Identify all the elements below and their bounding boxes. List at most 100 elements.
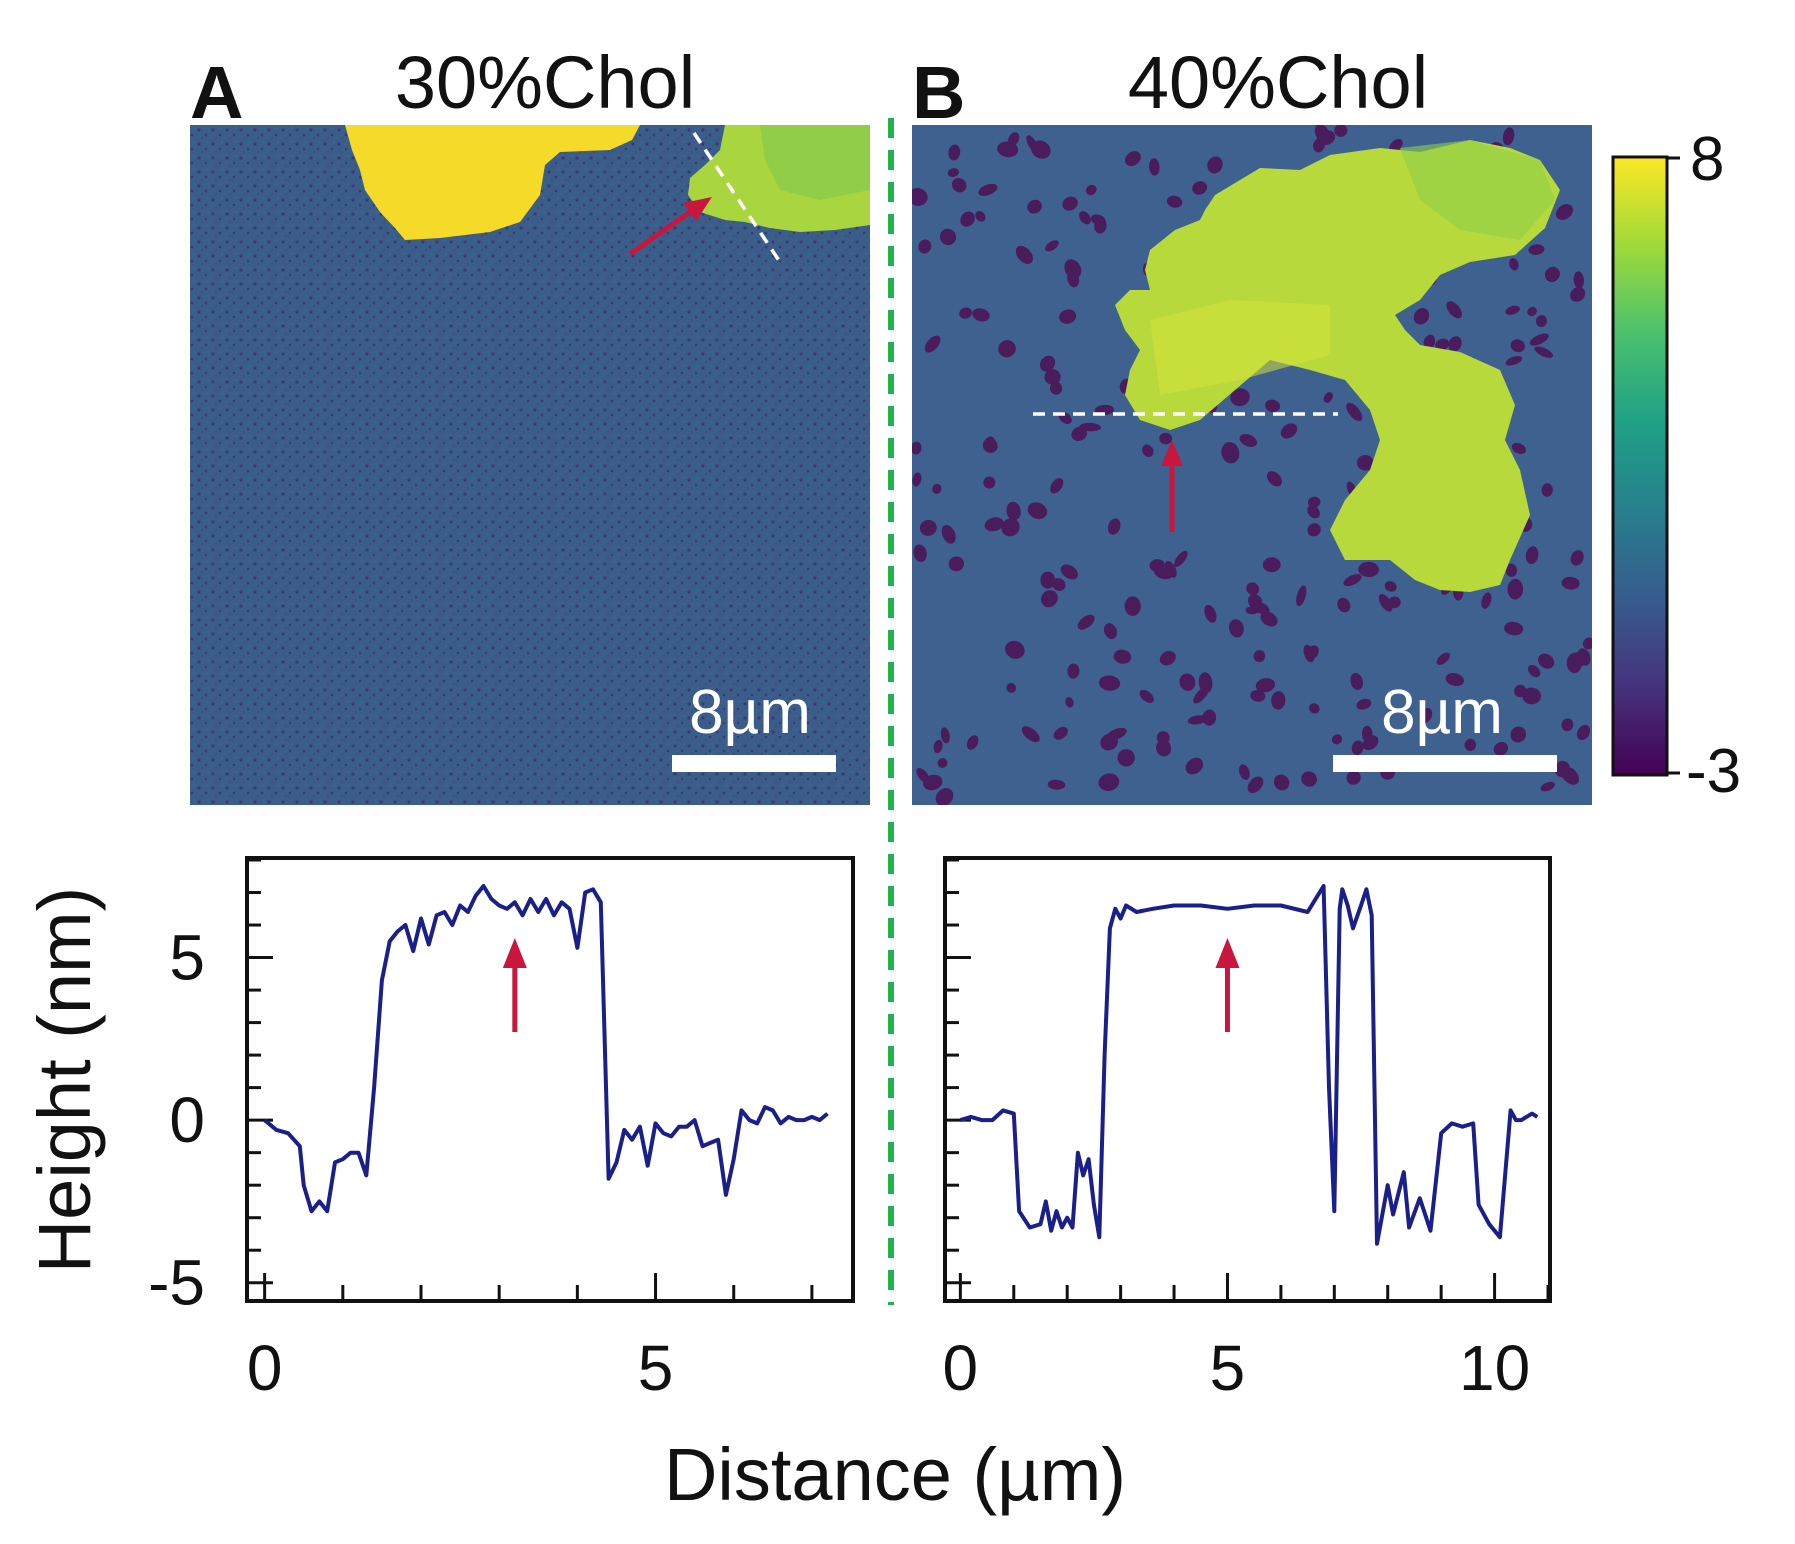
afm-b-pit [1067, 663, 1080, 679]
afm-b-pit [1307, 645, 1319, 659]
afm-b-pit [1356, 698, 1372, 710]
afm-b-pit [1079, 422, 1101, 432]
plot-b-frame [943, 856, 1552, 1303]
plot-a-ytick-label: 0 [169, 1084, 205, 1156]
afm-b-pit [1502, 127, 1515, 146]
afm-b-pit [1296, 585, 1307, 607]
afm-b-pit [1228, 619, 1244, 638]
plot-b-yticks [945, 858, 971, 1285]
afm-b-pit [1301, 771, 1317, 787]
afm-b-pit [1529, 333, 1549, 346]
afm-b-pit [959, 307, 972, 319]
afm-b-pit [937, 758, 948, 768]
afm-b-pit [948, 556, 964, 572]
afm-b-pit [1156, 739, 1172, 757]
afm-b-pit [1062, 196, 1078, 211]
afm-b-pit [1045, 240, 1059, 252]
afm-b-pit [1346, 402, 1363, 422]
afm-a-scale-label: 8µm [689, 678, 811, 747]
afm-b-pit [1509, 258, 1519, 271]
afm-b-pit [1030, 140, 1051, 159]
afm-b-arrow-head [1161, 440, 1183, 466]
afm-b-pit [997, 141, 1019, 158]
afm-b-pit [1040, 571, 1056, 589]
afm-b-pit [1419, 707, 1433, 723]
afm-b-pit [1346, 770, 1361, 785]
afm-b-pit [1505, 305, 1520, 315]
afm-b-pit [1314, 125, 1331, 144]
afm-b-pit [1067, 270, 1080, 288]
afm-b-pit [1570, 550, 1584, 566]
plot-a-yticks: -5 0 5 [148, 858, 273, 1319]
afm-b-pit [1005, 640, 1025, 659]
afm-b-pit [1077, 614, 1095, 630]
afm-b-pit [1514, 684, 1527, 698]
afm-b-scale-label: 8µm [1381, 678, 1503, 747]
afm-b-pit [1555, 204, 1574, 220]
afm-b-pit [1255, 678, 1276, 693]
afm-b-pit [1253, 650, 1266, 663]
afm-b-pit [1040, 590, 1058, 608]
afm-a-yellow-domain [345, 125, 640, 240]
afm-b-pit [1098, 675, 1121, 691]
afm-b-pit [1100, 733, 1118, 751]
afm-b-pit [924, 335, 941, 353]
afm-b-pit [940, 727, 950, 744]
afm-b-pit [1044, 369, 1061, 385]
afm-b-pit [912, 472, 922, 487]
afm-b-pit [1534, 346, 1554, 358]
afm-b-pit [1187, 715, 1208, 725]
afm-b-pit [1027, 502, 1048, 520]
afm-image-b: 8µm [912, 125, 1592, 805]
afm-b-pit [1343, 574, 1362, 587]
afm-b-pit [1221, 442, 1240, 464]
afm-b-pit [935, 788, 954, 805]
afm-a-speckle [190, 125, 870, 805]
afm-b-pit [984, 517, 1004, 532]
afm-b-pit [1528, 244, 1545, 255]
afm-b-pit [912, 441, 922, 455]
afm-b-pit [1124, 151, 1141, 167]
afm-b-pit [1436, 652, 1450, 665]
afm-b-pit [984, 436, 996, 451]
afm-b-pit [1351, 740, 1364, 756]
afm-b-pit [1260, 611, 1278, 627]
afm-b-pit [1246, 582, 1260, 596]
afm-b-pit [1505, 563, 1518, 577]
afm-b-pit [998, 340, 1016, 358]
afm-b-pit [1202, 709, 1217, 726]
afm-b-scale-bar [1333, 755, 1557, 772]
afm-b-pit [1071, 426, 1088, 442]
afm-b-pit [1535, 315, 1547, 328]
afm-b-pit [1198, 672, 1213, 694]
afm-b-pit [1103, 623, 1118, 640]
afm-b-pit [1251, 601, 1270, 615]
afm-b-pit [1561, 576, 1580, 590]
afm-b-pit [1049, 381, 1063, 395]
afm-b-pit [1006, 501, 1021, 521]
afm-b-pit [1522, 687, 1541, 705]
plot-b-height-profile [959, 884, 1539, 1246]
afm-b-pit [1192, 181, 1208, 195]
panel-b-letter: B [912, 51, 965, 134]
afm-b-pit [1159, 432, 1173, 445]
plot-a-ytick-label: -5 [148, 1247, 205, 1319]
afm-b-pit [983, 476, 996, 489]
afm-b-pit [1541, 483, 1553, 497]
panel-a-letter: A [190, 51, 243, 134]
afm-b-pit [1570, 287, 1586, 302]
afm-b-pit [1001, 518, 1020, 537]
y-axis-label: Height (nm) [23, 887, 106, 1274]
afm-b-pit [1179, 673, 1196, 691]
afm-b-pit [1493, 741, 1509, 756]
afm-b-pit [1015, 245, 1033, 264]
afm-b-pit [1159, 650, 1176, 666]
afm-b-domain-highlight [1150, 300, 1330, 395]
afm-b-pit [1021, 726, 1040, 743]
afm-b-pit [1528, 664, 1541, 678]
afm-b-pit [1504, 621, 1524, 636]
x-axis-label: Distance (µm) [664, 1433, 1126, 1516]
colorbar-min-label: -3 [1686, 737, 1741, 806]
afm-b-pit [1262, 557, 1281, 573]
